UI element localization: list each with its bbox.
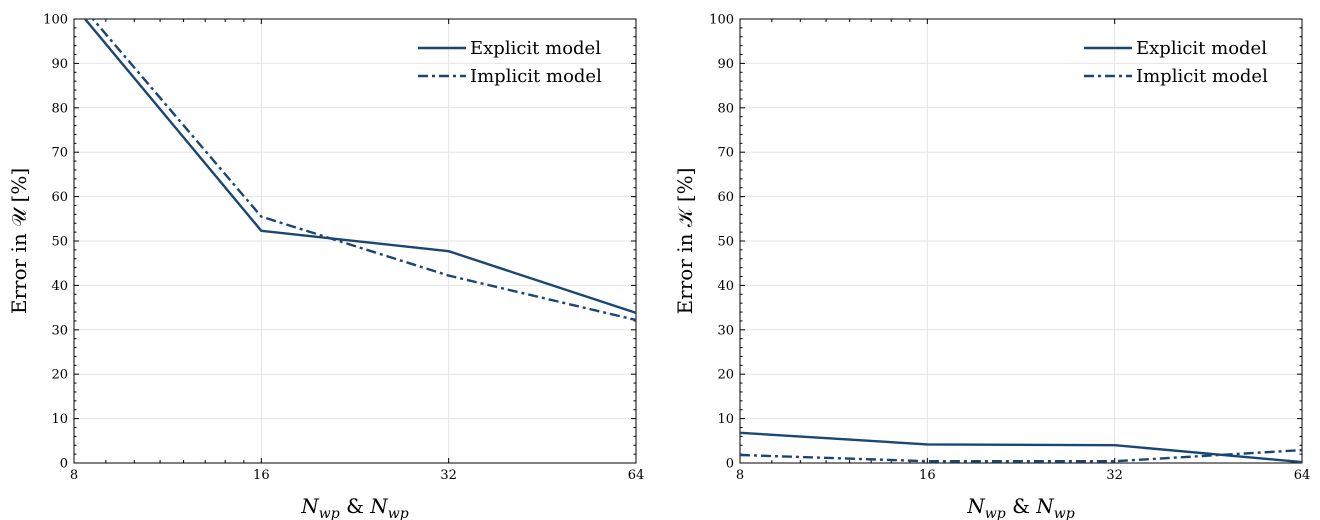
y-tick-label: 100 [43,13,68,28]
y-tick-label: 60 [51,190,68,205]
y-tick-label: 50 [717,235,734,250]
x-tick-label: 32 [440,468,457,483]
y-tick-label: 90 [51,57,68,72]
y-tick-label: 100 [709,13,734,28]
y-tick-label: 10 [51,412,68,427]
y-tick-label: 30 [717,323,734,338]
y-tick-label: 40 [51,279,68,294]
y-tick-label: 80 [51,101,68,116]
series-line-explicit [83,19,636,315]
series-line-implicit [91,19,636,322]
legend-label: Explicit model [1136,38,1267,59]
legend-label: Implicit model [1136,66,1268,87]
legend-label: Explicit model [470,38,601,59]
y-tick-label: 70 [51,146,68,161]
y-tick-label: 50 [51,235,68,250]
y-axis-label: Error in 𝒦 [%] [673,168,697,315]
y-axis-label: Error in 𝒰 [%] [7,168,31,314]
series-line-implicit [740,448,1302,463]
y-tick-label: 20 [717,368,734,383]
x-tick-label: 64 [628,468,645,483]
x-tick-label: 16 [919,468,936,483]
y-tick-label: 10 [717,412,734,427]
x-axis-label: Nwp & Nwp [300,494,408,520]
y-tick-label: 0 [60,457,68,472]
y-tick-label: 30 [51,323,68,338]
x-axis-label: Nwp & Nwp [966,494,1074,520]
y-tick-label: 90 [717,57,734,72]
y-tick-label: 80 [717,101,734,116]
y-tick-label: 60 [717,190,734,205]
y-tick-label: 0 [726,457,734,472]
y-tick-label: 20 [51,368,68,383]
x-tick-label: 8 [70,468,78,483]
chart-panel-2: 0 10 20 30 40 50 60 70 80 90 100 8 16 32 64 Explicit mo… [673,13,1310,520]
legend-label: Implicit model [470,66,602,87]
x-tick-label: 64 [1294,468,1311,483]
x-tick-label: 16 [253,468,270,483]
x-tick-label: 32 [1106,468,1123,483]
y-tick-label: 40 [717,279,734,294]
series-line-explicit [740,431,1302,463]
y-tick-label: 70 [717,146,734,161]
x-tick-label: 8 [736,468,744,483]
chart-panel-1: 0 10 20 30 40 50 60 70 80 90 100 8 16 32 64 Explicit mo… [7,13,645,520]
